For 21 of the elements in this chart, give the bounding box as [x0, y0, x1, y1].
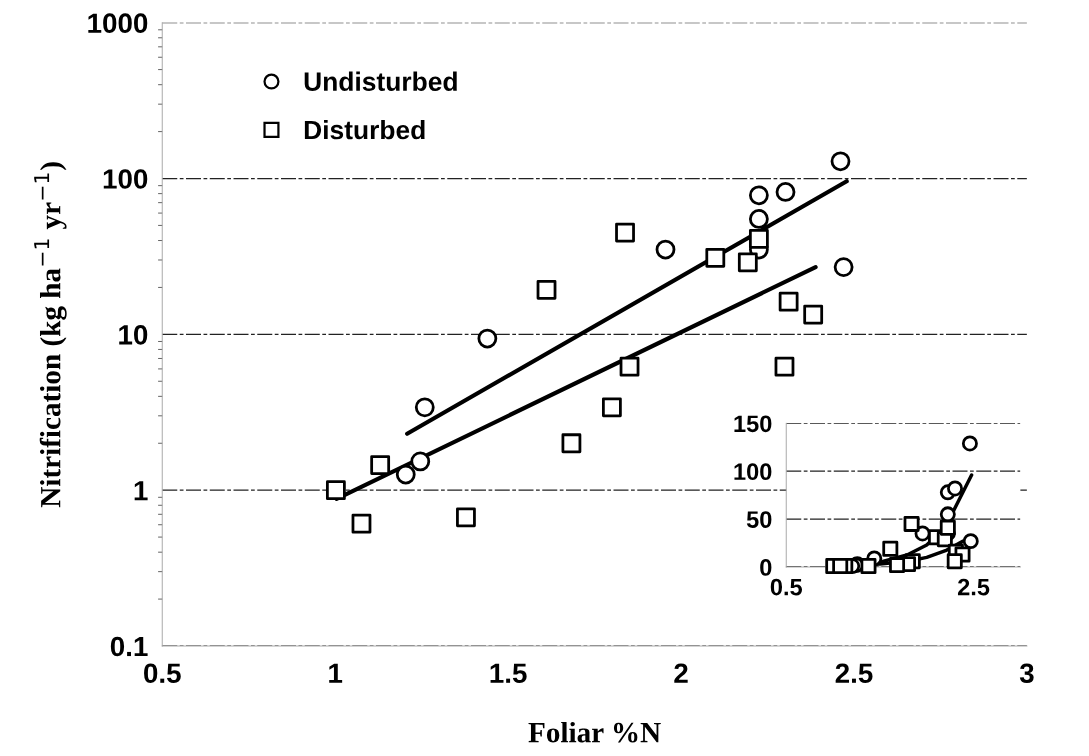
- y-tick-label: 10: [119, 325, 148, 345]
- y-tick-label: 1: [134, 481, 148, 501]
- legend-label: Disturbed: [304, 119, 425, 140]
- y-tick-label: 100: [103, 169, 148, 189]
- x-tick-label: 0.5: [144, 663, 181, 684]
- x-tick-label: 2: [674, 663, 688, 683]
- y-axis-title: Nitrification (kg ha$^{−1}$ yr$^{−1}$): [34, 162, 67, 508]
- legend-label: Undisturbed: [304, 71, 457, 91]
- y-tick-label: 0: [760, 559, 772, 576]
- x-tick-label: 3: [1019, 663, 1034, 684]
- y-tick-label: 50: [746, 511, 772, 528]
- y-tick-label: 150: [734, 415, 772, 433]
- x-tick-label: 1: [329, 663, 343, 683]
- x-tick-label: 2.5: [957, 578, 990, 596]
- y-tick-label: 100: [734, 463, 772, 481]
- x-tick-label: 0.5: [770, 578, 803, 596]
- x-axis-title: Foliar %N: [528, 721, 661, 743]
- x-tick-label: 1.5: [490, 663, 527, 684]
- y-tick-label: 0.1: [110, 636, 148, 657]
- y-tick-label: 1000: [88, 13, 148, 34]
- x-tick-label: 2.5: [835, 663, 873, 684]
